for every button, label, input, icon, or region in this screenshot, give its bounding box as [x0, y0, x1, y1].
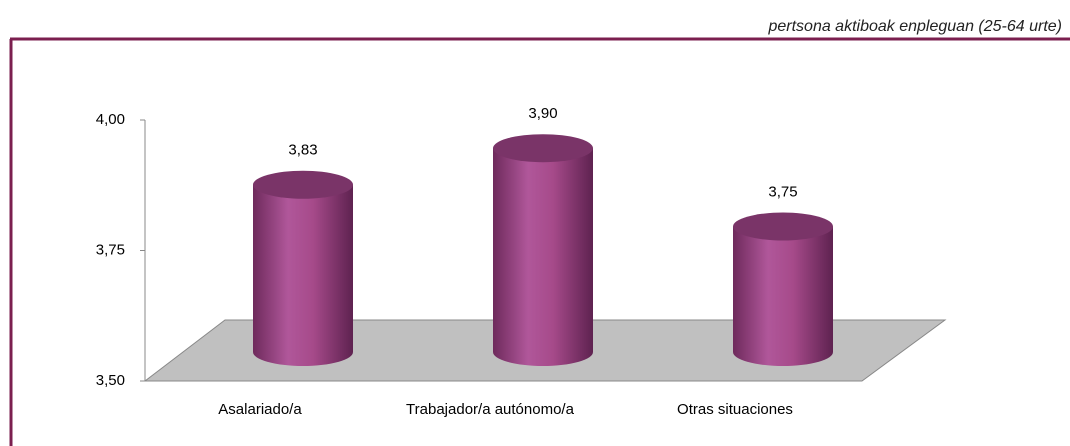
bar-top: [253, 170, 353, 199]
bar: [493, 134, 593, 366]
bar-body: [253, 184, 353, 366]
bar: [253, 170, 353, 366]
x-tick-label: Asalariado/a: [218, 401, 302, 418]
y-tick-label: 4,00: [96, 111, 125, 128]
y-tick-label: 3,75: [96, 241, 125, 258]
x-tick-label: Trabajador/a autónomo/a: [406, 401, 575, 418]
bar-body: [493, 148, 593, 366]
bar: [733, 212, 833, 366]
value-label: 3,83: [288, 142, 317, 159]
x-tick-label: Otras situaciones: [677, 401, 793, 418]
subtitle: pertsona aktiboak enpleguan (25-64 urte): [767, 18, 1062, 35]
bar-body: [733, 226, 833, 366]
value-label: 3,90: [528, 105, 557, 122]
bar-top: [733, 212, 833, 241]
y-tick-label: 3,50: [96, 372, 125, 389]
value-label: 3,75: [768, 183, 797, 200]
bar-top: [493, 134, 593, 163]
